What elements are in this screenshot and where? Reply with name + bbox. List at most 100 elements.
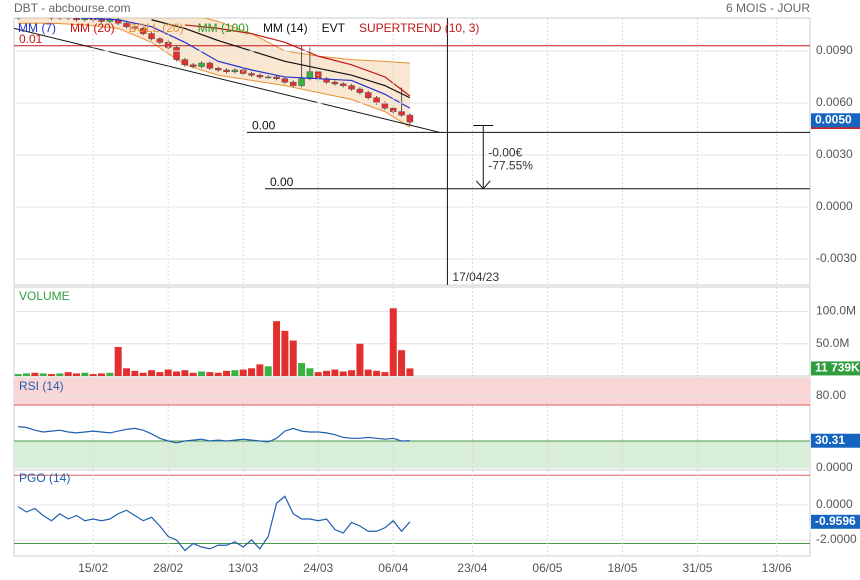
candle-body [381, 102, 389, 109]
x-tick-label: 23/04 [457, 561, 487, 575]
volume-bar [198, 371, 206, 376]
volume-bar [323, 370, 331, 376]
legend-entry: BOLL (20) [129, 21, 184, 35]
candle-body [148, 33, 155, 40]
y-tick-label: 50.0M [816, 336, 849, 350]
bollinger-area [18, 18, 410, 128]
volume-bar [181, 370, 189, 376]
volume-bar [314, 372, 322, 376]
volume-bar [231, 370, 239, 376]
candle-body [131, 26, 139, 29]
volume-bar [281, 330, 289, 376]
volume-bar [406, 368, 414, 376]
chart-subtitle: 6 MOIS - JOUR [726, 1, 810, 15]
volume-bar [389, 308, 397, 376]
candle-body [281, 78, 289, 83]
value-tag-label: -0.9596 [815, 514, 856, 528]
volume-bar [89, 374, 97, 376]
volume-bar [298, 363, 306, 376]
candle-body [123, 22, 130, 27]
panel-title: PGO (14) [19, 471, 70, 485]
candle-body [173, 47, 180, 60]
candle-body [356, 88, 364, 93]
price-tag-label: 0.0050 [815, 112, 852, 126]
volume-bar [156, 372, 164, 376]
legend-entry: MM (7) [18, 21, 56, 35]
candle-body [98, 19, 105, 22]
indicator-line [151, 19, 411, 99]
volume-bar [206, 372, 214, 376]
pgo-panel [13, 469, 811, 557]
bollinger-upper [202, 18, 410, 64]
legend-entry: MM (100) [198, 21, 249, 35]
candle-body [181, 59, 189, 66]
measure-arrowhead [475, 180, 491, 190]
overbought-zone [14, 378, 810, 405]
candle-body [223, 69, 230, 72]
candle-body [198, 62, 205, 67]
volume-bar [14, 374, 22, 376]
candle-body [406, 114, 414, 123]
candle-body [289, 81, 297, 86]
indicator-line [18, 426, 410, 444]
candle-body [189, 64, 197, 67]
x-tick-label: 06/05 [532, 561, 562, 575]
volume-bar [348, 370, 356, 376]
volume-bar [48, 374, 56, 376]
volume-tag-label: 11 739K [815, 361, 860, 375]
x-tick-label: 13/06 [762, 561, 792, 575]
candle-body [348, 85, 355, 90]
level-label: 0.01 [19, 32, 43, 46]
candle-body [248, 73, 255, 76]
chart-title: DBT - abcbourse.com [14, 1, 131, 15]
volume-bar [114, 346, 122, 376]
y-tick-label: 100.0M [816, 304, 856, 318]
volume-bar [56, 373, 64, 376]
y-tick-label: -2.0000 [816, 532, 857, 546]
volume-bar [139, 372, 147, 376]
x-tick-label: 15/02 [78, 561, 108, 575]
y-tick-label: -0.0030 [816, 251, 857, 265]
volume-bar [239, 369, 247, 376]
y-tick-label: 0.0090 [816, 43, 853, 57]
volume-bar [123, 368, 131, 376]
candle-body [214, 68, 222, 71]
candle-body [331, 81, 339, 85]
volume-bar [23, 373, 31, 376]
value-tag [811, 514, 860, 529]
volume-bar [189, 372, 197, 376]
x-tick-label: 18/05 [607, 561, 637, 575]
volume-bar [148, 370, 156, 376]
volume-bar [39, 373, 47, 376]
price-tag [811, 113, 860, 128]
candle-body [231, 69, 239, 72]
candle-body [156, 38, 164, 43]
volume-bar [81, 372, 89, 376]
candle-body [73, 18, 80, 20]
volume-bar [248, 368, 256, 376]
x-tick-label: 13/03 [228, 561, 258, 575]
volume-bar [73, 373, 81, 376]
price-plot [14, 18, 810, 190]
indicator-line [184, 24, 411, 97]
candle-body [264, 76, 272, 79]
candle-body [81, 18, 89, 20]
candle-body [273, 76, 280, 79]
level-label: 0.00 [270, 175, 294, 189]
volume-bar [31, 372, 39, 376]
legend-entry: EVT [322, 21, 346, 35]
candle-body [339, 83, 347, 86]
value-tag-label: 30.31 [815, 433, 845, 447]
trend-line [14, 27, 441, 133]
bollinger-lower [18, 22, 411, 128]
legend-entry: MM (14) [263, 21, 308, 35]
y-tick-label: 80.00 [816, 388, 846, 402]
volume-bar [273, 321, 281, 376]
volume-bar [398, 350, 406, 376]
level-label: 0.00 [252, 119, 276, 133]
volume-bar [381, 372, 389, 376]
y-tick-label: 0.0030 [816, 147, 853, 161]
volume-bar [306, 368, 314, 376]
